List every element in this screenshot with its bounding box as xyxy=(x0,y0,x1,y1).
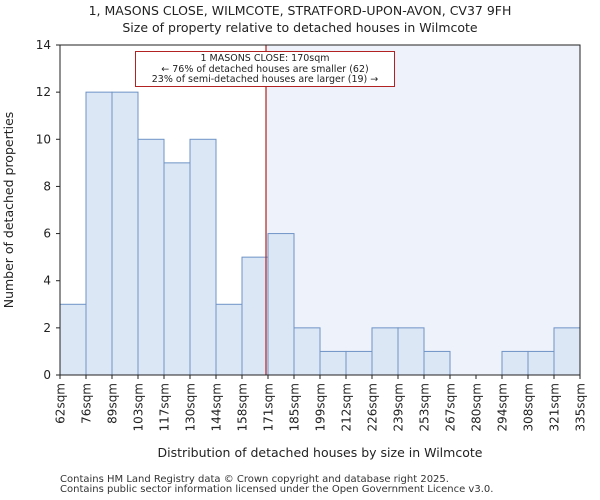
bar-239sqm xyxy=(397,327,425,376)
annotation-line-2: ← 76% of detached houses are smaller (62… xyxy=(161,63,369,75)
chart-subtitle: Size of property relative to detached ho… xyxy=(122,20,478,35)
y-tick-label-10: 10 xyxy=(36,132,51,146)
x-tick-label-253sqm: 253sqm xyxy=(418,383,432,431)
bar-62sqm xyxy=(59,303,87,376)
y-axis-label: Number of detached properties xyxy=(1,112,16,309)
bar-144sqm xyxy=(215,303,243,376)
x-tick-label-226sqm: 226sqm xyxy=(366,383,380,431)
x-tick-label-117sqm: 117sqm xyxy=(158,383,172,431)
chart-title: 1, MASONS CLOSE, WILMCOTE, STRATFORD-UPO… xyxy=(88,3,512,18)
x-tick-label-280sqm: 280sqm xyxy=(470,383,484,431)
x-tick-label-308sqm: 308sqm xyxy=(522,383,536,431)
x-axis-label: Distribution of detached houses by size … xyxy=(158,445,483,460)
annotation-line-3: 23% of semi-detached houses are larger (… xyxy=(151,74,379,85)
x-tick-label-76sqm: 76sqm xyxy=(80,383,94,424)
bar-308sqm xyxy=(527,350,555,376)
y-tick-label-14: 14 xyxy=(36,38,51,52)
bar-185sqm xyxy=(293,327,321,376)
bar-253sqm xyxy=(423,350,451,376)
footer-line-2: Contains public sector information licen… xyxy=(60,484,494,495)
bar-199sqm xyxy=(319,350,347,376)
x-tick-label-103sqm: 103sqm xyxy=(132,383,146,431)
larger-region-shading xyxy=(266,45,580,375)
x-tick-label-294sqm: 294sqm xyxy=(496,383,510,431)
x-tick-label-199sqm: 199sqm xyxy=(314,383,328,431)
x-tick-label-171sqm: 171sqm xyxy=(262,383,276,431)
y-tick-label-12: 12 xyxy=(36,85,51,99)
bar-89sqm xyxy=(111,91,139,376)
footer-line-1: Contains HM Land Registry data © Crown c… xyxy=(60,474,449,485)
bar-294sqm xyxy=(501,350,529,376)
bar-117sqm xyxy=(163,162,191,376)
y-tick-label-2: 2 xyxy=(43,321,51,335)
x-tick-label-89sqm: 89sqm xyxy=(106,383,120,424)
bar-212sqm xyxy=(345,350,373,376)
x-tick-label-130sqm: 130sqm xyxy=(184,383,198,431)
bar-226sqm xyxy=(371,327,399,376)
x-tick-label-321sqm: 321sqm xyxy=(548,383,562,431)
x-tick-label-212sqm: 212sqm xyxy=(340,383,354,431)
y-tick-label-6: 6 xyxy=(43,227,51,241)
bar-321sqm xyxy=(553,327,581,376)
y-tick-label-8: 8 xyxy=(43,179,51,193)
x-tick-label-158sqm: 158sqm xyxy=(236,383,250,431)
bar-158sqm xyxy=(241,256,269,376)
x-tick-label-144sqm: 144sqm xyxy=(210,383,224,431)
annotation-line-1: 1 MASONS CLOSE: 170sqm xyxy=(200,53,330,64)
x-tick-label-335sqm: 335sqm xyxy=(574,383,588,431)
x-tick-label-239sqm: 239sqm xyxy=(392,383,406,431)
y-tick-label-4: 4 xyxy=(43,274,51,288)
y-tick-label-0: 0 xyxy=(43,368,51,382)
bar-76sqm xyxy=(85,91,113,376)
bar-103sqm xyxy=(137,138,165,376)
bar-130sqm xyxy=(189,138,217,376)
marker-annotation: 1 MASONS CLOSE: 170sqm ← 76% of detached… xyxy=(135,51,395,87)
x-tick-label-267sqm: 267sqm xyxy=(444,383,458,431)
bar-171sqm xyxy=(267,233,295,376)
x-tick-label-62sqm: 62sqm xyxy=(54,383,68,424)
x-tick-label-185sqm: 185sqm xyxy=(288,383,302,431)
